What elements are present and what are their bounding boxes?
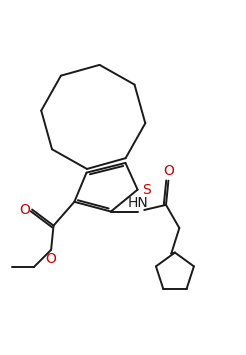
Text: S: S [142, 183, 151, 197]
Text: HN: HN [127, 196, 148, 210]
Text: O: O [19, 203, 30, 217]
Text: O: O [163, 164, 174, 178]
Text: O: O [46, 252, 57, 266]
